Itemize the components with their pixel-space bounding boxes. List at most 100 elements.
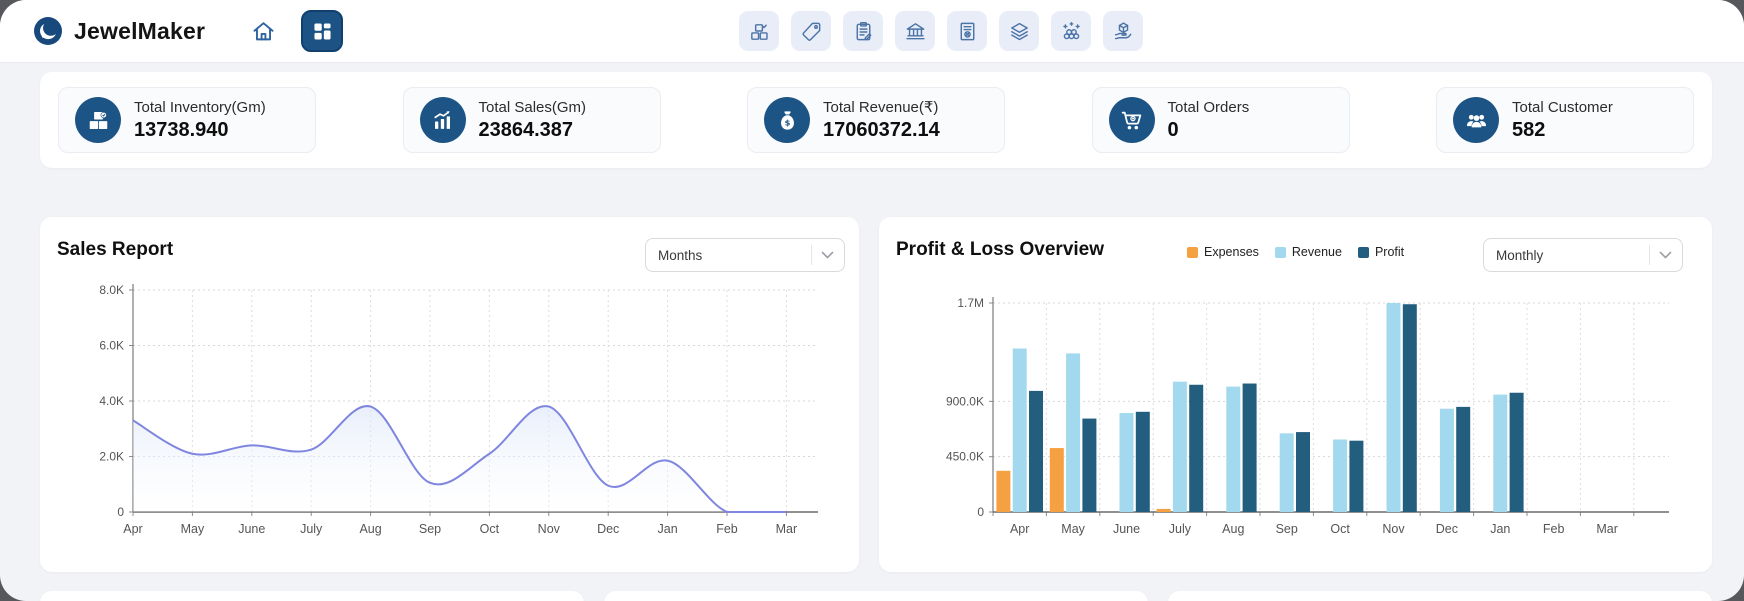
panel-title: Profit & Loss Overview — [896, 239, 1105, 260]
stat-card: Total Orders 0 — [1091, 87, 1350, 153]
toolbar — [739, 11, 1143, 51]
svg-text:0: 0 — [117, 505, 124, 519]
stat-value: 23864.387 — [478, 118, 574, 141]
svg-text:Aug: Aug — [359, 522, 381, 536]
svg-text:Feb: Feb — [1543, 522, 1565, 536]
svg-text:8.0K: 8.0K — [99, 283, 124, 297]
profit-loss-panel: Profit & Loss Overview Expenses Revenue Pr… — [879, 217, 1712, 572]
stat-label: Total Customer — [1512, 98, 1613, 116]
stat-label: Total Inventory(Gm) — [134, 98, 266, 116]
home-icon — [250, 18, 277, 45]
sales-period-dropdown[interactable]: Months — [645, 238, 845, 272]
svg-text:Apr: Apr — [1010, 522, 1029, 536]
inventory-check-button[interactable] — [739, 11, 779, 51]
svg-text:Apr: Apr — [123, 522, 142, 536]
chevron-down-icon — [1659, 251, 1672, 260]
home-button[interactable] — [245, 13, 281, 49]
svg-text:June: June — [1113, 522, 1140, 536]
svg-text:Nov: Nov — [1382, 522, 1405, 536]
svg-text:Jan: Jan — [658, 522, 678, 536]
money-bag-icon: $ — [764, 97, 810, 143]
svg-text:Feb: Feb — [716, 522, 738, 536]
dashboard-grid-icon — [311, 20, 334, 43]
svg-text:4.0K: 4.0K — [99, 394, 124, 408]
bottom-card — [1168, 591, 1712, 601]
profit-loss-period-dropdown[interactable]: Monthly — [1483, 238, 1683, 272]
legend-swatch — [1187, 246, 1198, 258]
brand: JewelMaker — [34, 17, 205, 45]
stat-card: Total Customer 582 — [1436, 87, 1694, 153]
svg-text:Nov: Nov — [538, 522, 561, 536]
delivery-hand-button[interactable] — [1103, 11, 1143, 51]
svg-text:Oct: Oct — [480, 522, 500, 536]
bottom-card — [604, 591, 1148, 601]
bottom-row — [40, 591, 1712, 601]
svg-text:6.0K: 6.0K — [99, 339, 124, 353]
stat-value: 13738.940 — [134, 118, 229, 141]
legend-label: Expenses — [1204, 245, 1259, 259]
panel-title: Sales Report — [57, 239, 174, 260]
brand-name: JewelMaker — [74, 17, 206, 44]
inventory-check-icon — [748, 20, 771, 43]
svg-text:0: 0 — [977, 505, 984, 519]
price-tag-icon — [800, 20, 823, 43]
cart-icon — [1108, 97, 1155, 143]
svg-text:Mar: Mar — [1596, 522, 1618, 536]
stat-label: Total Revenue(₹) — [823, 98, 939, 116]
stat-value: 582 — [1512, 118, 1546, 141]
gold-stack-button[interactable] — [1051, 11, 1091, 51]
layers-icon — [1008, 20, 1031, 43]
top-bar: JewelMaker — [0, 0, 1744, 63]
stat-value: 17060372.14 — [823, 118, 940, 141]
brand-logo-icon — [34, 17, 62, 45]
stat-label: Total Orders — [1167, 98, 1250, 116]
svg-text:Mar: Mar — [776, 522, 798, 536]
chevron-down-icon — [821, 251, 834, 260]
invoice-button[interactable] — [947, 11, 987, 51]
delivery-hand-icon — [1112, 20, 1135, 43]
legend-swatch — [1357, 246, 1369, 258]
svg-text:1.7M: 1.7M — [957, 296, 984, 310]
svg-text:July: July — [300, 522, 323, 536]
svg-text:Dec: Dec — [1436, 522, 1458, 536]
svg-text:May: May — [181, 522, 205, 536]
sales-report-panel: Sales Report Months 0 2.0K 4.0K 6.0K 8.0K Apr… — [40, 217, 859, 572]
legend-item-revenue[interactable]: Revenue — [1274, 245, 1342, 259]
stat-card: Total Inventory(Gm) 13738.940 — [58, 87, 316, 153]
dashboard-button[interactable] — [301, 10, 344, 52]
dropdown-value: Months — [658, 247, 703, 263]
legend-label: Revenue — [1291, 245, 1342, 259]
bank-icon — [904, 20, 927, 43]
stat-label: Total Sales(Gm) — [478, 98, 587, 116]
legend-swatch — [1274, 246, 1286, 258]
bank-button[interactable] — [895, 11, 935, 51]
sales-chart-icon — [419, 97, 466, 143]
invoice-icon — [956, 20, 979, 43]
svg-text:Sep: Sep — [419, 522, 441, 536]
stat-value: 0 — [1167, 118, 1179, 141]
svg-text:May: May — [1061, 522, 1085, 536]
stat-card: $ Total Revenue(₹) 17060372.14 — [747, 87, 1005, 153]
inventory-boxes-icon — [75, 97, 121, 143]
svg-text:$: $ — [784, 117, 790, 127]
dropdown-divider — [1649, 245, 1650, 265]
svg-text:900.0K: 900.0K — [946, 394, 984, 408]
svg-text:Sep: Sep — [1276, 522, 1298, 536]
legend-item-expenses[interactable]: Expenses — [1187, 245, 1259, 259]
stats-panel: Total Inventory(Gm) 13738.940 Total Sales(… — [40, 72, 1712, 168]
charts-row: Sales Report Months 0 2.0K 4.0K 6.0K 8.0K Apr… — [40, 217, 1712, 572]
customers-icon — [1453, 97, 1499, 143]
price-tag-button[interactable] — [791, 11, 831, 51]
svg-text:June: June — [238, 522, 265, 536]
svg-text:Jan: Jan — [1490, 522, 1510, 536]
svg-text:450.0K: 450.0K — [946, 450, 984, 464]
stat-card: Total Sales(Gm) 23864.387 — [402, 87, 661, 153]
clipboard-button[interactable] — [843, 11, 883, 51]
dropdown-divider — [811, 245, 812, 265]
layers-button[interactable] — [999, 11, 1039, 51]
legend-label: Profit — [1374, 245, 1405, 259]
legend-item-profit[interactable]: Profit — [1357, 245, 1405, 259]
svg-text:Oct: Oct — [1330, 522, 1350, 536]
chart-legend: Expenses Revenue Profit — [1187, 245, 1404, 259]
